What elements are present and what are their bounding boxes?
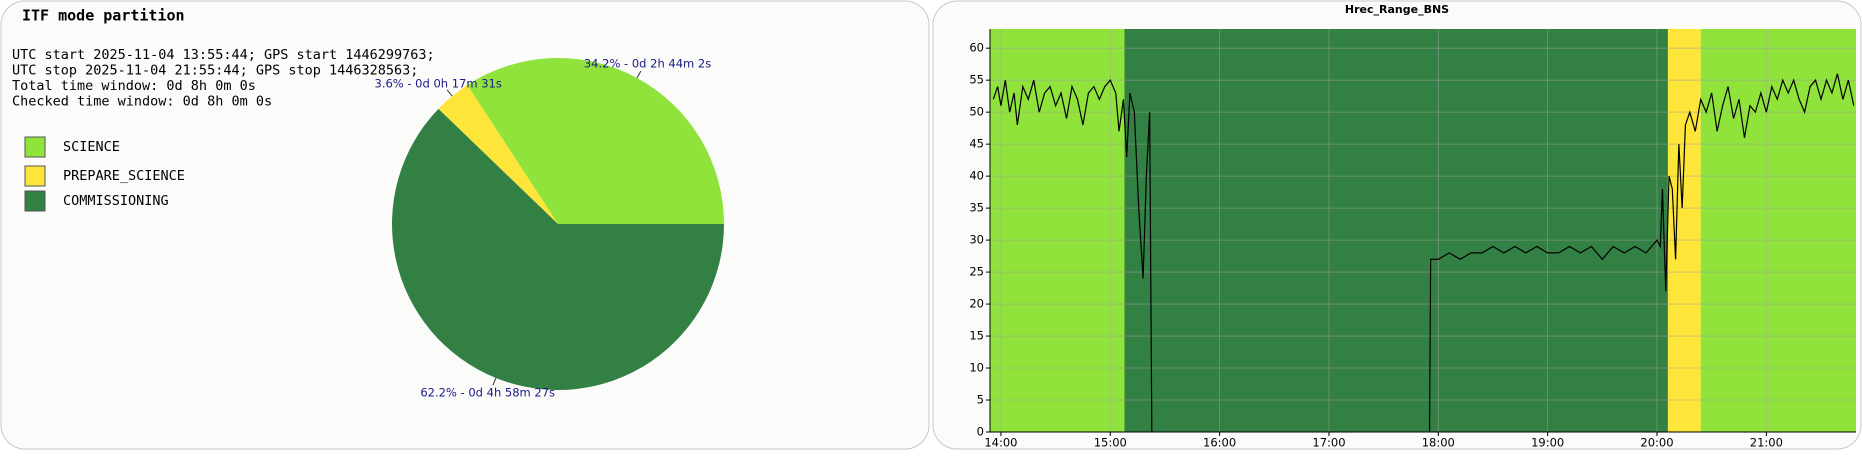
info-line: Total time window: 0d 8h 0m 0s bbox=[12, 78, 256, 94]
leader-line bbox=[636, 70, 642, 79]
y-tick-label: 25 bbox=[969, 265, 984, 279]
legend-label: SCIENCE bbox=[63, 139, 120, 155]
legend-swatch bbox=[24, 165, 46, 187]
line-title: Hrec_Range_BNS bbox=[1345, 3, 1449, 16]
y-tick-label: 5 bbox=[977, 393, 984, 407]
leader-line bbox=[492, 377, 497, 386]
y-tick-label: 35 bbox=[969, 201, 984, 215]
y-tick-label: 50 bbox=[969, 105, 984, 119]
mode-band bbox=[990, 29, 1125, 432]
mode-band bbox=[1667, 29, 1701, 432]
y-tick-label: 60 bbox=[969, 41, 984, 55]
info-line: UTC start 2025-11-04 13:55:44; GPS start… bbox=[12, 47, 435, 63]
legend-swatch bbox=[24, 190, 46, 212]
pie-label: 3.6% - 0d 0h 17m 31s bbox=[375, 76, 502, 90]
x-tick-label: 14:00 bbox=[984, 436, 1017, 450]
y-tick-label: 45 bbox=[969, 137, 984, 151]
x-tick-label: 15:00 bbox=[1094, 436, 1127, 450]
y-tick-label: 30 bbox=[969, 233, 984, 247]
x-tick-label: 20:00 bbox=[1640, 436, 1673, 450]
legend-swatch bbox=[24, 136, 46, 158]
legend-label: COMMISSIONING bbox=[63, 193, 169, 209]
x-tick-label: 17:00 bbox=[1312, 436, 1345, 450]
y-tick-label: 10 bbox=[969, 361, 984, 375]
y-tick-label: 15 bbox=[969, 329, 984, 343]
info-line: Checked time window: 0d 8h 0m 0s bbox=[12, 94, 272, 110]
data-line bbox=[1428, 73, 1855, 433]
y-tick-label: 40 bbox=[969, 169, 984, 183]
legend-label: PREPARE_SCIENCE bbox=[63, 168, 185, 184]
y-tick-label: 20 bbox=[969, 297, 984, 311]
y-tick-label: 0 bbox=[977, 425, 984, 439]
pie-title: ITF mode partition bbox=[22, 7, 185, 25]
data-line bbox=[992, 79, 1153, 433]
pie-slice bbox=[438, 84, 558, 225]
y-tick-label: 55 bbox=[969, 73, 984, 87]
x-tick-label: 18:00 bbox=[1422, 436, 1455, 450]
pie-label: 34.2% - 0d 2h 44m 2s bbox=[584, 56, 711, 70]
mode-band bbox=[1124, 29, 1668, 432]
pie-slice bbox=[467, 58, 724, 225]
x-tick-label: 21:00 bbox=[1750, 436, 1783, 450]
pie-slice bbox=[391, 108, 724, 391]
leader-line bbox=[446, 89, 453, 97]
info-line: UTC stop 2025-11-04 21:55:44; GPS stop 1… bbox=[12, 63, 418, 79]
x-tick-label: 19:00 bbox=[1531, 436, 1564, 450]
pie-label: 62.2% - 0d 4h 58m 27s bbox=[420, 385, 555, 399]
x-tick-label: 16:00 bbox=[1203, 436, 1236, 450]
